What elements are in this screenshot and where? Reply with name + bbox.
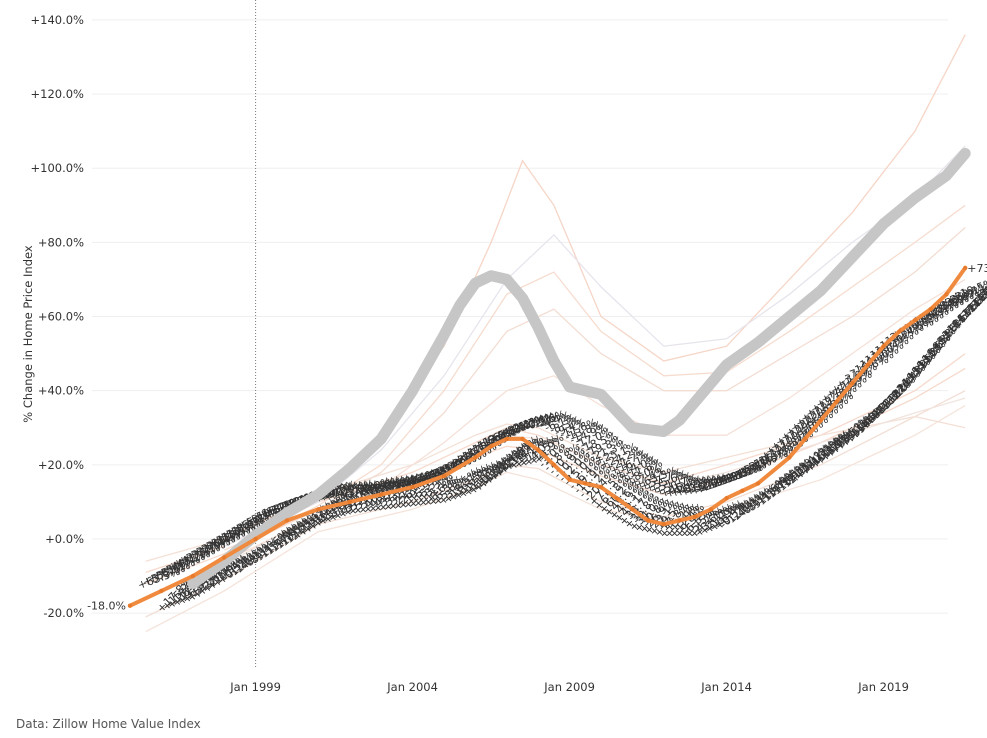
context-line — [145, 404, 966, 633]
y-axis-ticks: +140.0% +120.0% +100.0% +80.0% +60.0% +40.0% +… — [31, 13, 85, 620]
y-tick-label: +20.0% — [38, 458, 84, 472]
orange-point — [755, 481, 761, 486]
context-line — [223, 204, 966, 555]
y-axis-label: % Change in Home Price Index — [21, 245, 35, 423]
orange-point — [614, 496, 619, 501]
end-value-label: +73.1% — [967, 262, 987, 275]
context-line — [223, 278, 966, 562]
orange-point — [963, 265, 968, 271]
orange-point — [802, 436, 808, 442]
start-value-label: -18.0% — [87, 600, 126, 613]
orange-point — [818, 418, 823, 423]
orange-point — [159, 588, 164, 594]
grid — [92, 19, 948, 614]
label-band: +63.5%+57.7%+55.6%+51.1%+50.7%+46.4%+43.… — [136, 260, 987, 615]
y-tick-label: -20.0% — [43, 606, 84, 620]
orange-point — [630, 507, 635, 512]
y-tick-label: +60.0% — [38, 310, 84, 324]
x-tick-label: Jan 1999 — [229, 680, 281, 694]
orange-point — [677, 518, 682, 523]
orange-point — [127, 603, 133, 608]
orange-point — [551, 462, 557, 467]
orange-point — [284, 518, 290, 523]
orange-point — [536, 447, 541, 453]
orange-point — [928, 306, 933, 312]
orange-point — [598, 484, 604, 490]
orange-point — [834, 399, 839, 404]
orange-point — [567, 477, 572, 482]
orange-point — [379, 492, 384, 497]
orange-point — [944, 292, 949, 297]
orange-point — [520, 436, 525, 442]
orange-point — [190, 573, 195, 579]
highlight-gray-line — [187, 147, 971, 589]
context-line — [145, 397, 966, 599]
orange-point — [347, 499, 352, 505]
orange-point — [897, 329, 902, 334]
source-note: Data: Zillow Home Value Index — [16, 717, 201, 731]
orange-point — [504, 436, 509, 442]
orange-point — [850, 381, 855, 386]
x-tick-label: Jan 2019 — [857, 680, 909, 694]
orange-point — [693, 514, 698, 519]
y-tick-label: +40.0% — [38, 384, 84, 398]
orange-point — [645, 518, 651, 523]
orange-point — [708, 507, 714, 512]
context-line — [145, 390, 966, 618]
orange-point — [865, 362, 871, 367]
orange-point — [488, 444, 494, 449]
y-tick-label: +80.0% — [38, 235, 84, 249]
y-tick-label: +120.0% — [31, 87, 85, 101]
x-axis-ticks: Jan 1999 Jan 2004 Jan 2009 Jan 2014 Jan 2019 — [229, 680, 909, 694]
highlight-orange-line — [128, 265, 968, 608]
orange-point — [912, 318, 918, 323]
orange-point — [724, 496, 729, 501]
y-tick-label: +0.0% — [45, 532, 84, 546]
orange-point — [253, 536, 258, 542]
context-line — [223, 145, 966, 547]
context-line — [223, 227, 966, 551]
y-tick-label: +140.0% — [31, 13, 85, 27]
orange-point — [473, 455, 478, 460]
x-tick-label: Jan 2014 — [700, 680, 752, 694]
orange-point — [410, 484, 415, 490]
y-tick-label: +100.0% — [31, 161, 85, 175]
x-tick-label: Jan 2009 — [543, 680, 595, 694]
orange-point — [222, 555, 227, 560]
highlight-series — [127, 147, 971, 608]
orange-point — [583, 481, 588, 486]
orange-point — [787, 455, 792, 460]
annotations: +73.1% -18.0% — [87, 262, 987, 613]
x-tick-label: Jan 2004 — [386, 680, 438, 694]
orange-point — [441, 473, 447, 479]
orange-point — [661, 522, 666, 527]
orange-point — [316, 507, 321, 512]
orange-point — [740, 488, 745, 493]
orange-point — [881, 344, 886, 349]
